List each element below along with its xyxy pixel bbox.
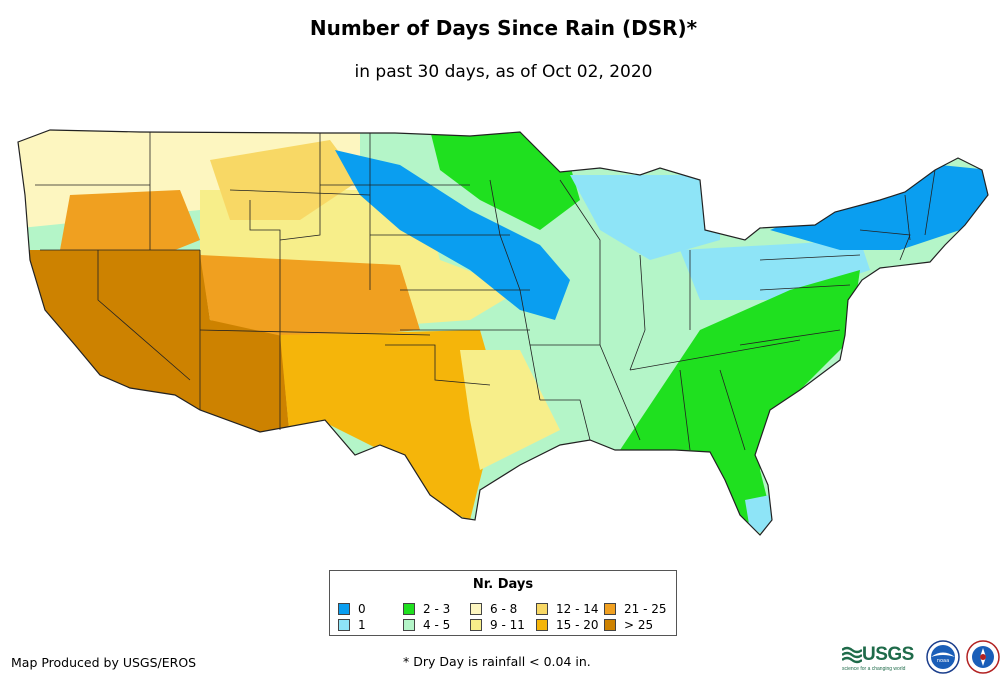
usgs-logo: USGS (842, 644, 914, 666)
wi-il-border (559, 179, 601, 345)
footnote-text: * Dry Day is rainfall < 0.04 in. (403, 654, 591, 669)
legend-label-6-8: 6 - 8 (490, 602, 518, 616)
legend-item-0: 0 (338, 602, 366, 616)
new-england-border (859, 229, 911, 261)
nws-logo-icon (966, 640, 1000, 674)
dakota-west-border (279, 133, 321, 241)
legend-swatch-6-8 (470, 603, 482, 615)
usgs-wave-icon (842, 646, 862, 664)
noaa-logo-icon: noaa (926, 640, 960, 674)
ms-border (599, 344, 641, 441)
legend-box: Nr. Days 0 1 2 - 3 4 - 5 6 - 8 9 - 11 12… (329, 570, 677, 636)
legend-label-15-20: 15 - 20 (556, 618, 599, 632)
me-nh-border (924, 169, 936, 236)
legend-swatch-2-3 (403, 603, 415, 615)
legend-swatch-9-11 (470, 619, 482, 631)
mn-ia-mo-ar-west (489, 179, 541, 401)
region-2-3-days-southeast (620, 270, 860, 530)
legend-item-9-11: 9 - 11 (470, 618, 525, 632)
credit-text: Map Produced by USGS/EROS (11, 655, 197, 670)
al-border (679, 369, 691, 451)
legend-item-2-3: 2 - 3 (403, 602, 450, 616)
legend-item-over-25: > 25 (604, 618, 653, 632)
region-over-25-days-southwest (18, 250, 290, 440)
ut-co-border (249, 200, 281, 430)
region-1-day-florida (745, 495, 775, 535)
vt-nh-border (904, 194, 911, 241)
legend-swatch-12-14 (536, 603, 548, 615)
region-15-20-days-texas (280, 330, 500, 520)
legend-label-over-25: > 25 (624, 618, 654, 632)
il-in-border (629, 254, 646, 371)
legend-item-12-14: 12 - 14 (536, 602, 599, 616)
region-12-14-days-montana (210, 140, 360, 220)
legend-item-21-25: 21 - 25 (604, 602, 667, 616)
legend-label-2-3: 2 - 3 (423, 602, 451, 616)
nc-va-border (739, 329, 841, 346)
legend-title: Nr. Days (472, 577, 534, 592)
legend-label-21-25: 21 - 25 (624, 602, 667, 616)
legend-swatch-4-5 (403, 619, 415, 631)
usgs-wordmark: USGS (862, 644, 914, 665)
ga-border (719, 369, 746, 451)
agency-logos: USGS science for a changing world noaa (842, 638, 1002, 678)
region-0-days-northeast (770, 165, 988, 250)
region-9-11-days-east-texas (460, 350, 560, 470)
mt-wy-border (229, 189, 371, 196)
legend-item-1: 1 (338, 618, 366, 632)
legend-swatch-15-20 (536, 619, 548, 631)
four-corners-latitude (199, 329, 431, 336)
legend-item-6-8: 6 - 8 (470, 602, 517, 616)
legend-label-12-14: 12 - 14 (556, 602, 599, 616)
map-title: Number of Days Since Rain (DSR)* (309, 16, 698, 40)
region-21-25-days-colorado (200, 255, 420, 340)
state-boundaries (35, 132, 936, 451)
legend-item-15-20: 15 - 20 (536, 618, 599, 632)
us-outline (17, 129, 989, 536)
region-1-day-great-lakes (570, 175, 720, 260)
legend-item-4-5: 4 - 5 (403, 618, 450, 632)
dsr-color-regions (18, 130, 988, 535)
legend-label-4-5: 4 - 5 (423, 618, 451, 632)
legend-swatch-1 (338, 619, 350, 631)
legend-label-1: 1 (358, 618, 366, 632)
usgs-tagline: science for a changing world (842, 666, 906, 672)
legend-swatch-over-25 (604, 619, 616, 631)
legend-swatch-21-25 (604, 603, 616, 615)
pa-ny-border (759, 254, 861, 261)
region-21-25-days-oregon (60, 190, 200, 260)
legend-label-0: 0 (358, 602, 366, 616)
ok-tx-border (385, 344, 491, 386)
legend-swatch-0 (338, 603, 350, 615)
svg-text:noaa: noaa (937, 658, 949, 664)
ky-tn-border (629, 339, 801, 371)
ca-nv-border (97, 250, 191, 381)
map-subtitle: in past 30 days, as of Oct 02, 2020 (354, 62, 653, 82)
legend-label-9-11: 9 - 11 (490, 618, 525, 632)
ar-la-border (540, 399, 591, 441)
pa-md-border (759, 284, 851, 291)
